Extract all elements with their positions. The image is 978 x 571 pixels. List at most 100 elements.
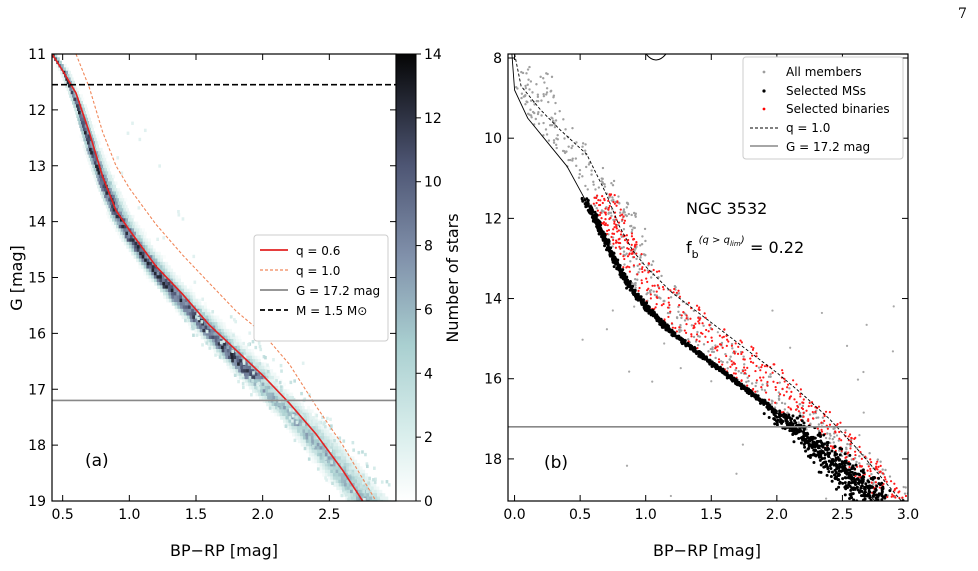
point-all-members: [549, 124, 552, 127]
point-selected-binaries: [635, 252, 638, 255]
heatmap-cell: [116, 191, 119, 196]
heatmap-cell: [322, 463, 326, 467]
point-selected-binaries: [763, 365, 767, 368]
heatmap-cell: [248, 331, 252, 335]
heatmap-cell: [97, 147, 100, 152]
heatmap-cell: [303, 412, 307, 417]
point-all-members: [528, 88, 531, 91]
heatmap-cell: [288, 416, 292, 420]
point-selected-binaries: [614, 246, 617, 249]
heatmap-cell: [261, 395, 265, 400]
heatmap-cell: [122, 211, 126, 216]
heatmap-cell: [324, 449, 328, 454]
heatmap-cell: [354, 469, 358, 474]
heatmap-cell: [72, 100, 75, 105]
heatmap-cell: [221, 328, 225, 333]
heatmap-cell: [221, 332, 225, 336]
heatmap-cell: [206, 338, 210, 343]
heatmap-cell: [290, 412, 294, 417]
heatmap-cell: [259, 395, 263, 400]
heatmap-cell: [114, 181, 118, 186]
point-selected-binaries: [613, 220, 616, 223]
heatmap-cell: [217, 338, 221, 343]
heatmap-cell: [307, 429, 311, 434]
heatmap-cell: [126, 245, 130, 249]
colorbar-tick-label: 10: [424, 175, 442, 191]
point-all-members: [799, 411, 802, 415]
point-selected-binaries: [729, 365, 732, 368]
point-selected-binaries: [607, 199, 610, 203]
heatmap-cell: [282, 402, 286, 407]
heatmap-cell: [191, 312, 195, 316]
heatmap-cell: [121, 224, 125, 229]
heatmap-cell: [305, 432, 309, 437]
heatmap-cell: [368, 483, 371, 487]
heatmap-cell: [178, 278, 182, 283]
heatmap-cell: [141, 258, 145, 263]
heatmap-cell: [327, 463, 331, 467]
heatmap-cell: [112, 208, 116, 212]
point-selected-binaries: [621, 213, 624, 216]
heatmap-cell: [212, 322, 215, 326]
heatmap-cell: [338, 479, 342, 484]
point-selected-ms: [784, 413, 788, 417]
heatmap-cell: [319, 463, 323, 467]
point-selected-binaries: [868, 474, 871, 478]
heatmap-cell: [257, 389, 261, 393]
point-all-members: [649, 276, 653, 279]
heatmap-cell: [204, 308, 208, 313]
heatmap-cell: [251, 385, 255, 390]
heatmap-cell: [216, 335, 220, 340]
point-selected-binaries: [683, 329, 686, 332]
heatmap-cell: [338, 456, 342, 460]
point-selected-binaries: [787, 383, 790, 386]
heatmap-cell: [78, 97, 82, 102]
heatmap-cell: [263, 362, 267, 367]
heatmap-cell: [215, 325, 219, 330]
heatmap-cell: [170, 288, 174, 293]
heatmap-cell: [332, 442, 336, 447]
y-tick-label-b: 8: [493, 51, 502, 67]
point-all-members: [592, 180, 595, 184]
heatmap-cell: [189, 288, 193, 293]
heatmap-cell: [250, 365, 254, 370]
point-all-members: [571, 159, 574, 162]
heatmap-cell: [99, 147, 103, 152]
heatmap-cell: [293, 416, 297, 420]
heatmap-cell: [165, 292, 169, 296]
heatmap-cell: [338, 446, 342, 450]
heatmap-cell: [171, 292, 174, 296]
curve-q-0-6: [52, 54, 364, 501]
heatmap-cell: [82, 124, 85, 129]
heatmap-cell: [116, 204, 120, 209]
point-selected-binaries: [875, 465, 878, 468]
heatmap-cell: [307, 426, 311, 430]
heatmap-cell: [110, 214, 114, 219]
point-all-members: [663, 342, 666, 345]
point-selected-binaries: [621, 218, 624, 221]
heatmap-cell: [238, 338, 242, 343]
point-selected-binaries: [607, 208, 610, 211]
heatmap-cell: [154, 281, 158, 286]
heatmap-cell: [218, 345, 222, 350]
point-selected-ms: [840, 462, 844, 466]
point-selected-ms: [876, 498, 880, 501]
heatmap-cell: [329, 436, 333, 440]
point-all-members: [678, 328, 682, 332]
heatmap-cell: [148, 278, 152, 283]
heatmap-cell: [254, 369, 258, 373]
heatmap-cell: [141, 251, 145, 256]
point-all-members: [571, 126, 574, 130]
heatmap-cell: [180, 305, 183, 310]
heatmap-cell: [74, 87, 78, 92]
heatmap-cell: [253, 362, 257, 367]
heatmap-cell: [117, 194, 121, 199]
point-selected-binaries: [734, 342, 737, 345]
point-selected-ms: [821, 445, 825, 449]
x-tick-label-a: 0.5: [52, 507, 74, 523]
heatmap-cell: [105, 171, 109, 175]
point-selected-ms: [778, 409, 782, 413]
point-all-members: [644, 239, 647, 243]
point-selected-ms: [843, 476, 847, 480]
heatmap-cell: [91, 127, 94, 132]
